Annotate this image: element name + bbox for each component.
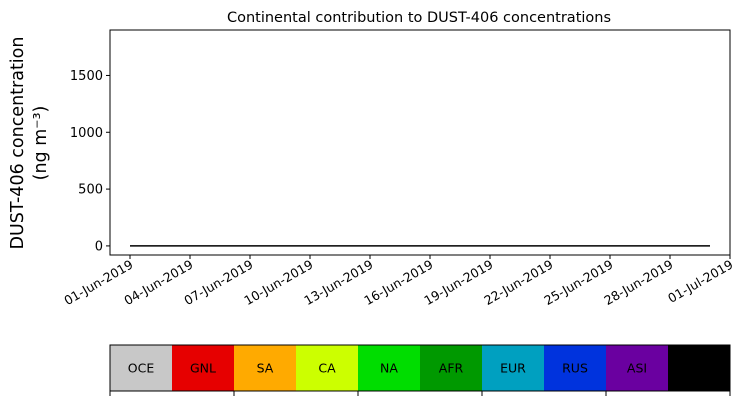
legend-label-afr: AFR (439, 361, 464, 376)
y-axis-label-line1: DUST-406 concentration (8, 37, 28, 250)
legend-swatch-sa (234, 345, 297, 391)
y-tick-label: 1000 (70, 126, 103, 141)
y-axis-label-line2: (ng m⁻³) (31, 106, 51, 181)
legend-label-eur: EUR (500, 361, 526, 376)
plot-frame (109, 29, 731, 256)
x-tick-label: 01-Jul-2019 (665, 257, 735, 306)
legend-label-rus: RUS (562, 361, 588, 376)
x-axis: 01-Jun-201904-Jun-201907-Jun-201910-Jun-… (61, 255, 736, 308)
legend-swatch-asi (606, 345, 669, 391)
y-tick-label: 0 (95, 239, 103, 254)
legend-swatch-rus (544, 345, 607, 391)
legend-label-aus: AUS (686, 361, 712, 376)
y-tick-label: 1500 (70, 69, 103, 84)
legend-label-oce: OCE (128, 361, 155, 376)
y-axis: 0 500 1000 1500 (70, 69, 110, 254)
legend-frame (109, 344, 731, 392)
y-tick-label: 500 (78, 183, 103, 198)
legend-swatch-aus (668, 345, 731, 391)
legend-label-ca: CA (318, 361, 336, 376)
legend-label-na: NA (380, 361, 398, 376)
legend-swatch-eur (482, 345, 545, 391)
legend-label-asi: ASI (627, 361, 647, 376)
legend-swatch-afr (420, 345, 483, 391)
legend-swatch-oce (110, 345, 173, 391)
legend-label-gnl: GNL (190, 361, 216, 376)
legend-colorbar: OCE GNL SA CA NA AFR EUR RUS ASI AUS (109, 344, 731, 396)
legend-swatch-ca (296, 345, 359, 391)
legend-swatch-gnl (172, 345, 235, 391)
legend-label-sa: SA (257, 361, 274, 376)
x-tick-label: 28-Jun-2019 (601, 257, 675, 308)
chart-title: Continental contribution to DUST-406 con… (227, 10, 611, 26)
legend-swatch-na (358, 345, 421, 391)
y-axis-label: DUST-406 concentration (ng m⁻³) (8, 37, 51, 250)
